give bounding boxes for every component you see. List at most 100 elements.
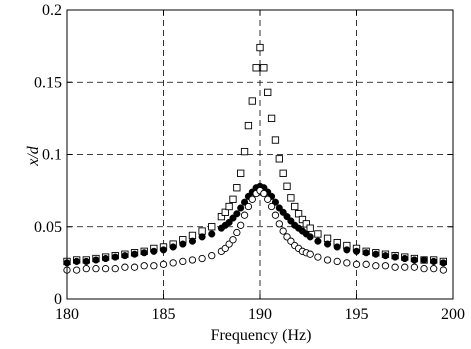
point-open-square xyxy=(302,220,310,228)
point-open-square xyxy=(275,155,283,163)
point-filled-circle xyxy=(208,230,216,238)
point-filled-circle xyxy=(92,256,100,264)
point-open-circle xyxy=(92,265,100,273)
point-open-circle xyxy=(362,260,370,268)
point-open-square xyxy=(294,210,303,218)
series-layer xyxy=(63,43,447,274)
point-open-circle xyxy=(240,211,249,219)
point-filled-circle xyxy=(410,256,418,264)
point-open-circle xyxy=(248,195,256,203)
point-open-square xyxy=(306,224,314,232)
point-open-circle xyxy=(130,263,139,271)
point-open-circle xyxy=(410,263,419,271)
x-tick-labels: 180 185 190 195 200 xyxy=(55,306,465,323)
point-open-square xyxy=(291,202,299,211)
point-open-circle xyxy=(391,263,399,271)
point-filled-circle xyxy=(188,237,196,245)
point-filled-circle xyxy=(82,257,90,265)
point-open-square xyxy=(225,202,233,211)
point-open-circle xyxy=(233,228,241,237)
point-open-square xyxy=(248,97,256,105)
point-open-square xyxy=(314,230,322,238)
point-filled-circle xyxy=(391,253,399,261)
point-open-circle xyxy=(229,236,237,244)
point-open-circle xyxy=(111,265,119,273)
y-tick-label: 0.15 xyxy=(34,74,62,91)
point-filled-circle xyxy=(237,204,245,212)
point-open-circle xyxy=(381,262,390,270)
point-open-circle xyxy=(188,256,197,264)
point-filled-circle xyxy=(343,246,351,254)
point-open-square xyxy=(233,184,241,192)
point-open-square xyxy=(279,169,287,177)
x-tick-label: 180 xyxy=(55,306,79,323)
point-open-square xyxy=(287,194,295,202)
point-open-circle xyxy=(372,262,380,270)
point-filled-circle xyxy=(430,257,438,265)
point-open-square xyxy=(217,212,226,221)
y-axis-label: x/d xyxy=(25,145,42,167)
point-open-circle xyxy=(237,221,245,229)
x-tick-label: 185 xyxy=(152,306,176,323)
point-open-circle xyxy=(352,260,361,268)
point-open-circle xyxy=(179,257,187,266)
series-open-circle xyxy=(63,186,447,274)
point-filled-circle xyxy=(306,233,314,241)
point-filled-circle xyxy=(381,252,390,260)
point-filled-circle xyxy=(121,252,129,260)
point-filled-circle xyxy=(420,256,428,264)
point-filled-circle xyxy=(111,253,119,261)
point-filled-circle xyxy=(362,249,370,257)
point-open-circle xyxy=(198,254,206,263)
point-open-square xyxy=(260,64,268,72)
point-open-circle xyxy=(150,262,158,270)
point-open-circle xyxy=(333,257,341,266)
point-open-square xyxy=(283,182,291,190)
point-open-square xyxy=(229,195,237,203)
point-open-circle xyxy=(420,265,428,273)
point-open-circle xyxy=(73,266,81,274)
x-tick-label: 200 xyxy=(441,306,465,323)
point-open-circle xyxy=(208,251,216,260)
point-open-circle xyxy=(275,220,283,228)
point-open-circle xyxy=(82,265,90,273)
point-filled-circle xyxy=(131,250,139,258)
point-open-circle xyxy=(279,227,287,235)
point-open-circle xyxy=(323,256,332,264)
y-tick-label: 0.05 xyxy=(34,219,62,236)
point-open-square xyxy=(221,208,229,216)
point-open-circle xyxy=(343,259,351,267)
point-open-square xyxy=(208,223,216,231)
point-open-circle xyxy=(159,260,168,268)
point-open-circle xyxy=(260,189,268,198)
point-filled-circle xyxy=(150,247,158,255)
y-tick-label: 0 xyxy=(54,291,62,308)
x-tick-label: 195 xyxy=(345,306,369,323)
point-open-circle xyxy=(244,202,253,211)
point-filled-circle xyxy=(233,210,241,218)
point-filled-circle xyxy=(333,243,341,251)
point-open-circle xyxy=(101,265,110,273)
point-open-square xyxy=(298,215,307,224)
point-filled-circle xyxy=(169,243,177,251)
ticks xyxy=(66,9,454,300)
point-filled-circle xyxy=(372,250,380,258)
y-tick-label: 0.2 xyxy=(42,2,62,19)
point-open-circle xyxy=(267,202,276,211)
point-filled-circle xyxy=(73,257,81,265)
point-filled-circle xyxy=(401,254,409,263)
point-open-square xyxy=(271,136,280,144)
point-filled-circle xyxy=(159,246,168,254)
point-open-square xyxy=(264,88,272,97)
point-open-circle xyxy=(439,266,447,274)
y-tick-labels: 0 0.05 0.1 0.15 0.2 xyxy=(34,2,62,308)
point-open-square xyxy=(267,114,276,123)
point-open-circle xyxy=(121,263,129,271)
point-open-circle xyxy=(430,265,438,273)
point-filled-circle xyxy=(179,240,187,248)
point-open-circle xyxy=(140,262,148,270)
point-filled-circle xyxy=(198,233,206,241)
point-open-circle xyxy=(264,195,272,203)
point-open-circle xyxy=(401,263,409,271)
